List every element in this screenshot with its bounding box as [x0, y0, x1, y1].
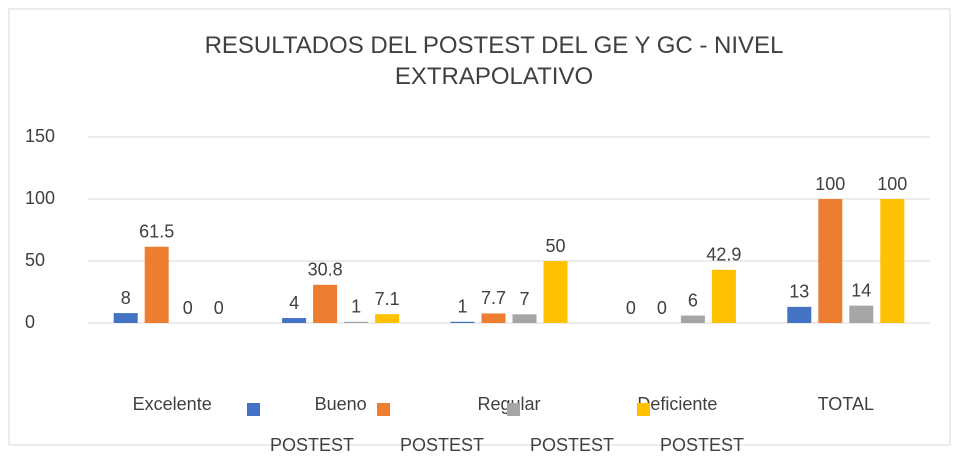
data-label: 8 [121, 288, 131, 308]
data-label: 7.1 [375, 289, 400, 309]
data-label: 14 [851, 280, 871, 300]
bar [543, 261, 568, 323]
data-label: 61.5 [139, 221, 174, 241]
bar [113, 313, 138, 323]
bar [313, 284, 338, 323]
data-label: 1 [351, 297, 361, 317]
data-label: 100 [877, 174, 907, 194]
legend-marker [637, 403, 650, 416]
bar [512, 314, 537, 323]
data-label: 50 [545, 236, 565, 256]
legend-label: POSTEST [530, 435, 614, 455]
data-label: 13 [789, 282, 809, 302]
legend-label: POSTEST [270, 435, 354, 455]
data-label: 100 [815, 174, 845, 194]
data-label: 0 [183, 298, 193, 318]
legend-label: POSTEST [660, 435, 744, 455]
bar [818, 199, 843, 323]
x-tick-label: Bueno [315, 394, 367, 414]
data-label: 0 [214, 298, 224, 318]
data-label: 7.7 [481, 288, 506, 308]
y-tick-label: 0 [25, 312, 35, 332]
x-tick-label: Excelente [133, 394, 212, 414]
x-tick-label: TOTAL [818, 394, 874, 414]
bar [680, 315, 705, 323]
data-label: 6 [688, 290, 698, 310]
data-label: 7 [519, 289, 529, 309]
legend-marker [247, 403, 260, 416]
chart-border [8, 8, 951, 446]
bar [375, 314, 400, 323]
data-label: 42.9 [706, 245, 741, 265]
chart-title: RESULTADOS DEL POSTEST DEL GE Y GC - NIV… [204, 32, 784, 90]
legend-marker [507, 403, 520, 416]
data-label: 30.8 [308, 260, 343, 280]
bar [880, 199, 905, 323]
y-tick-label: 150 [25, 126, 55, 146]
bar [450, 321, 475, 323]
bar [144, 246, 169, 323]
x-tick-label: Deficiente [637, 394, 717, 414]
data-label: 4 [289, 293, 299, 313]
data-label: 0 [626, 298, 636, 318]
data-label: 1 [457, 297, 467, 317]
y-tick-label: 100 [25, 188, 55, 208]
data-label: 0 [657, 298, 667, 318]
y-tick-label: 50 [25, 250, 45, 270]
legend-marker [377, 403, 390, 416]
bar [481, 313, 506, 323]
bar [787, 306, 812, 323]
bar [849, 305, 874, 323]
bar [282, 318, 307, 323]
bar [711, 269, 736, 323]
legend-label: POSTEST [400, 435, 484, 455]
bar [344, 321, 369, 323]
